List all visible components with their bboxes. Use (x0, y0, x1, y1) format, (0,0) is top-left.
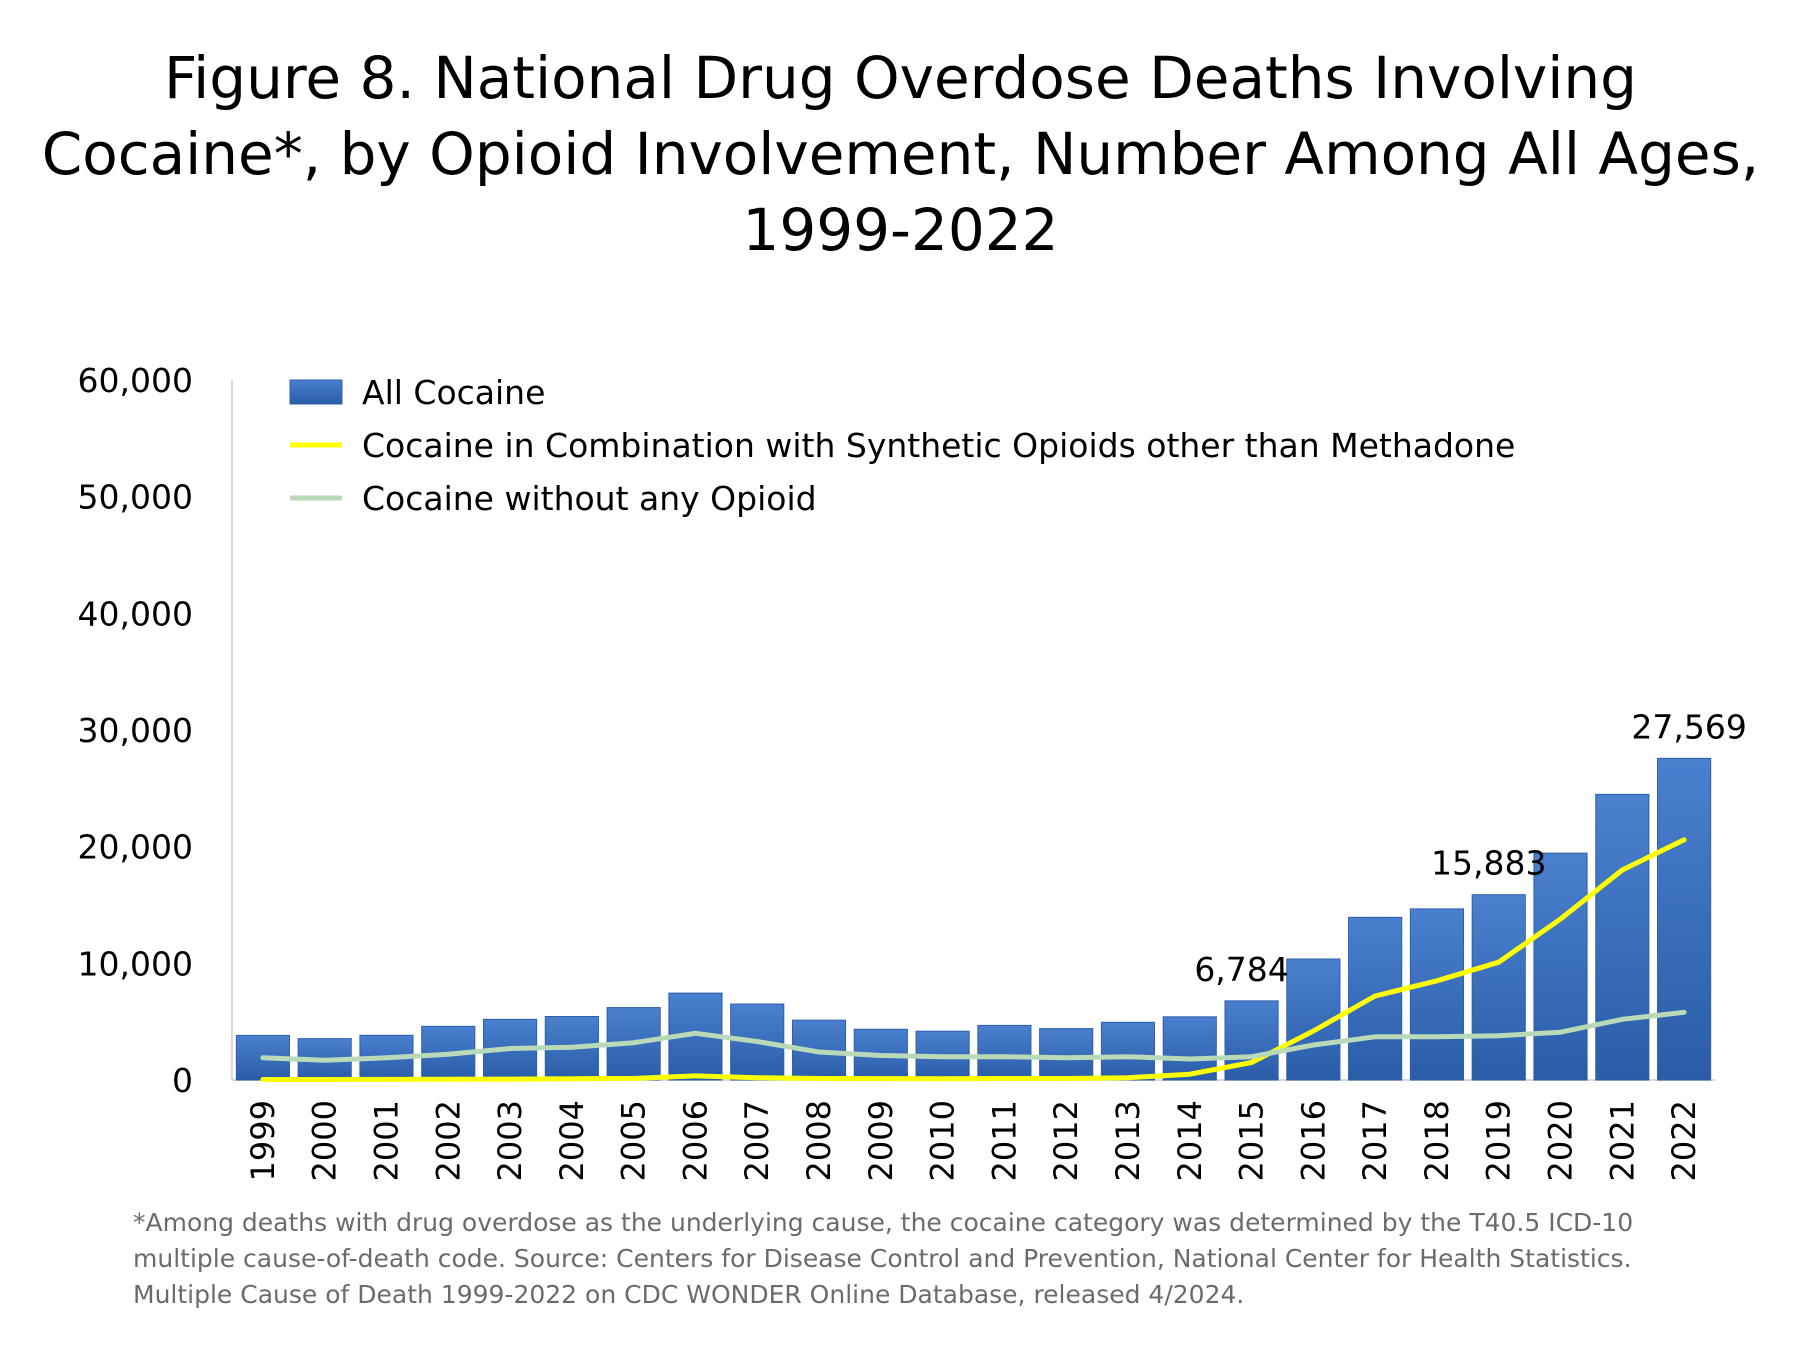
x-tick-label: 2008 (800, 1100, 838, 1181)
x-tick-label: 2019 (1480, 1100, 1518, 1181)
series-lines (260, 837, 1687, 1082)
chart-title-line-1: Figure 8. National Drug Overdose Deaths … (164, 44, 1637, 112)
legend-swatch-1 (289, 379, 343, 405)
x-tick-label: 2004 (553, 1100, 591, 1181)
chart-title-line-2: Cocaine*, by Opioid Involvement, Number … (41, 120, 1760, 188)
y-tick-label: 60,000 (78, 361, 193, 400)
x-tick-label: 2018 (1418, 1100, 1456, 1181)
data-label-2019: 15,883 (1431, 844, 1546, 883)
x-tick-label: 2012 (1047, 1100, 1085, 1181)
data-label-2015: 6,784 (1194, 950, 1288, 989)
x-tick-label: 2011 (985, 1100, 1023, 1181)
y-tick-label: 10,000 (78, 944, 193, 983)
bar-2018 (1409, 908, 1465, 1081)
y-tick-label: 30,000 (78, 711, 193, 750)
y-axis-ticks: 0 10,000 20,000 30,000 40,000 50,000 60,000 (78, 361, 193, 1100)
chart-title-line-3: 1999-2022 (742, 196, 1059, 264)
bar-2019 (1471, 894, 1526, 1081)
line-series-1 (260, 837, 1687, 1082)
legend-label-1: All Cocaine (362, 373, 545, 412)
x-tick-label: 2005 (615, 1100, 653, 1181)
x-tick-label: 2021 (1603, 1100, 1641, 1181)
y-tick-label: 40,000 (78, 594, 193, 633)
data-labels: 6,784 15,883 27,569 (1194, 707, 1747, 988)
chart-title: Figure 8. National Drug Overdose Deaths … (0, 40, 1801, 268)
data-label-2022: 27,569 (1631, 707, 1746, 746)
bar-2013 (1100, 1021, 1156, 1081)
line-series-2 (260, 1009, 1687, 1063)
x-tick-label: 2014 (1171, 1100, 1209, 1181)
x-tick-label: 2009 (862, 1100, 900, 1181)
bar-2012 (1039, 1028, 1094, 1081)
x-tick-label: 2015 (1233, 1100, 1271, 1181)
x-tick-label: 2016 (1294, 1100, 1332, 1181)
bar-2011 (977, 1024, 1032, 1081)
legend: All Cocaine Cocaine in Combination with S… (289, 373, 1515, 518)
x-tick-label: 2007 (738, 1100, 776, 1181)
bars-all-cocaine (235, 757, 1712, 1081)
x-tick-label: 2002 (429, 1100, 467, 1181)
x-tick-label: 2022 (1665, 1100, 1703, 1181)
x-tick-label: 2017 (1356, 1100, 1394, 1181)
x-tick-label: 1999 (244, 1100, 282, 1181)
footnote: *Among deaths with drug overdose as the … (133, 1205, 1773, 1313)
y-tick-label: 50,000 (78, 478, 193, 517)
legend-label-3: Cocaine without any Opioid (362, 479, 817, 518)
bar-2021 (1595, 793, 1650, 1081)
legend-label-2: Cocaine in Combination with Synthetic Op… (362, 426, 1515, 465)
y-tick-label: 20,000 (78, 828, 193, 867)
x-tick-label: 2020 (1542, 1100, 1580, 1181)
x-tick-label: 2000 (306, 1100, 344, 1181)
footnote-line-2: multiple cause-of-death code. Source: Ce… (133, 1244, 1632, 1273)
x-tick-label: 2006 (676, 1100, 714, 1181)
x-tick-label: 2010 (924, 1100, 962, 1181)
bar-2020 (1533, 852, 1588, 1081)
footnote-line-1: *Among deaths with drug overdose as the … (133, 1208, 1634, 1237)
x-tick-label: 2013 (1109, 1100, 1147, 1181)
bar-2022 (1657, 757, 1712, 1081)
x-tick-label: 2003 (491, 1100, 529, 1181)
x-tick-label: 2001 (367, 1100, 405, 1181)
y-tick-label: 0 (172, 1061, 193, 1100)
footnote-line-3: Multiple Cause of Death 1999-2022 on CDC… (133, 1280, 1245, 1309)
x-axis-ticks: 1999 2000 2001 2002 2003 2004 2005 2006 2007 2008… (244, 1100, 1703, 1181)
